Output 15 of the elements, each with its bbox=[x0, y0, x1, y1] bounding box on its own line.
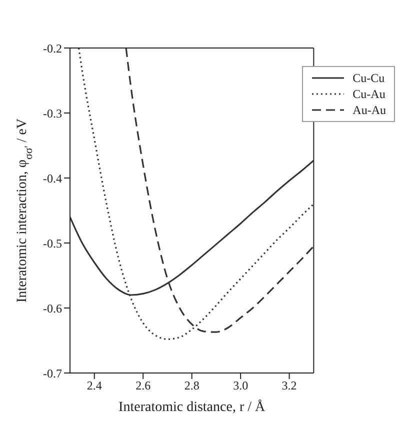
x-tick-label: 2.6 bbox=[136, 378, 151, 393]
x-tick-label: 3.0 bbox=[233, 378, 248, 393]
x-tick-label: 3.2 bbox=[282, 378, 297, 393]
y-tick-label: -0.7 bbox=[43, 366, 62, 380]
legend-label: Cu-Au bbox=[352, 86, 386, 102]
y-tick-label: -0.6 bbox=[43, 301, 62, 316]
legend-label: Au-Au bbox=[352, 102, 386, 118]
y-tick-label: -0.3 bbox=[43, 106, 62, 120]
y-tick-label: -0.2 bbox=[43, 41, 62, 56]
x-axis-title: Interatomic distance, r / Å bbox=[118, 399, 266, 415]
x-tick-label: 2.4 bbox=[86, 378, 102, 393]
x-tick-label: 2.8 bbox=[184, 378, 200, 393]
y-tick-label: -0.5 bbox=[43, 236, 62, 250]
legend-label: Cu-Cu bbox=[352, 70, 385, 86]
y-tick-label: -0.4 bbox=[43, 171, 62, 186]
